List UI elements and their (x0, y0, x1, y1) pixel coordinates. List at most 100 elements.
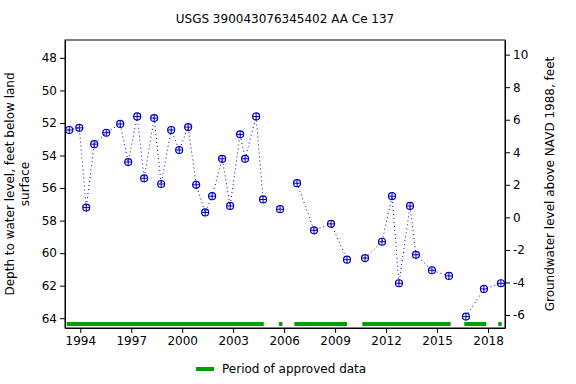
marker-ring (328, 220, 335, 227)
marker-cross (294, 180, 301, 187)
tick: 8 (505, 81, 521, 95)
marker-cross (344, 256, 351, 263)
data-point (395, 280, 402, 287)
tick-mark (233, 328, 234, 333)
tick: 62 (42, 279, 65, 293)
data-point (277, 206, 284, 213)
tick: 64 (42, 312, 65, 326)
marker-ring (395, 280, 402, 287)
tick-label: 2003 (218, 334, 249, 348)
tick-label: 2015 (422, 334, 453, 348)
tick-label: 48 (42, 51, 57, 65)
y-axis-title: surface (18, 162, 32, 206)
marker-cross (66, 126, 73, 133)
data-point (151, 115, 158, 122)
approved-period (279, 322, 282, 326)
y2-axis-title: Groundwater level above NAVD 1988, feet (543, 56, 557, 311)
marker-cross (389, 193, 396, 200)
tick-label: 2006 (269, 334, 300, 348)
series-line (69, 116, 501, 316)
data-point (497, 280, 504, 287)
marker-ring (134, 113, 141, 120)
data-point (117, 120, 124, 127)
data-point (242, 155, 249, 162)
marker-ring (260, 196, 267, 203)
tick: 6 (505, 113, 521, 127)
data-point (445, 272, 452, 279)
tick-mark (505, 315, 510, 316)
approved-period (67, 322, 264, 326)
data-point (362, 255, 369, 262)
marker-ring (219, 155, 226, 162)
tick: 1994 (66, 328, 97, 348)
approved-period (294, 322, 347, 326)
data-point (125, 159, 132, 166)
marker-cross (76, 124, 83, 131)
tick-label: -6 (513, 308, 525, 322)
data-point (480, 285, 487, 292)
marker-cross (480, 285, 487, 292)
tick: 4 (505, 146, 521, 160)
legend-label: Period of approved data (222, 362, 366, 376)
marker-cross (202, 209, 209, 216)
marker-cross (253, 113, 260, 120)
approved-period (464, 322, 486, 326)
marker-cross (311, 227, 318, 234)
marker-ring (242, 155, 249, 162)
tick: 1997 (116, 328, 147, 348)
marker-cross (227, 202, 234, 209)
title: USGS 390043076345402 AA Ce 137 (176, 12, 395, 26)
tick-label: 64 (42, 312, 57, 326)
marker-ring (185, 124, 192, 131)
tick-mark (505, 282, 510, 283)
data-point (227, 202, 234, 209)
marker-cross (83, 204, 90, 211)
marker-ring (277, 206, 284, 213)
tick-mark (505, 250, 510, 251)
plot-frame (65, 40, 505, 328)
marker-cross (176, 146, 183, 153)
tick: -6 (505, 308, 525, 322)
tick-label: 56 (42, 181, 57, 195)
tick-mark (80, 328, 81, 333)
tick-label: 4 (513, 146, 521, 160)
marker-ring (497, 280, 504, 287)
tick-label: -4 (513, 276, 525, 290)
tick: 0 (505, 211, 521, 225)
marker-cross (462, 313, 469, 320)
marker-cross (151, 115, 158, 122)
marker-cross (209, 193, 216, 200)
marker-ring (344, 256, 351, 263)
data-point (237, 131, 244, 138)
approved-period (498, 322, 501, 326)
marker-ring (202, 209, 209, 216)
tick-mark (437, 328, 438, 333)
tick-mark (505, 152, 510, 153)
x-axis: 199419972000200320062009201220152018 (66, 328, 506, 348)
tick-mark (386, 328, 387, 333)
marker-cross (185, 124, 192, 131)
tick: 60 (42, 246, 65, 260)
marker-cross (158, 181, 165, 188)
marker-ring (91, 141, 98, 148)
data-point (168, 126, 175, 133)
marker-ring (362, 255, 369, 262)
tick-label: 0 (513, 211, 521, 225)
data-point (328, 220, 335, 227)
tick-label: 8 (513, 81, 521, 95)
marker-ring (389, 193, 396, 200)
data-point (185, 124, 192, 131)
tick-label: 2009 (320, 334, 351, 348)
y2-axis: 1086420-2-4-6 (505, 41, 528, 329)
data-point (209, 193, 216, 200)
tick-label: 10 (513, 48, 528, 62)
marker-ring (412, 251, 419, 258)
marker-ring (209, 193, 216, 200)
marker-cross (395, 280, 402, 287)
data-point (311, 227, 318, 234)
tick-label: 2 (513, 178, 521, 192)
marker-cross (237, 131, 244, 138)
tick-mark (505, 87, 510, 88)
marker-ring (428, 267, 435, 274)
marker-cross (125, 159, 132, 166)
